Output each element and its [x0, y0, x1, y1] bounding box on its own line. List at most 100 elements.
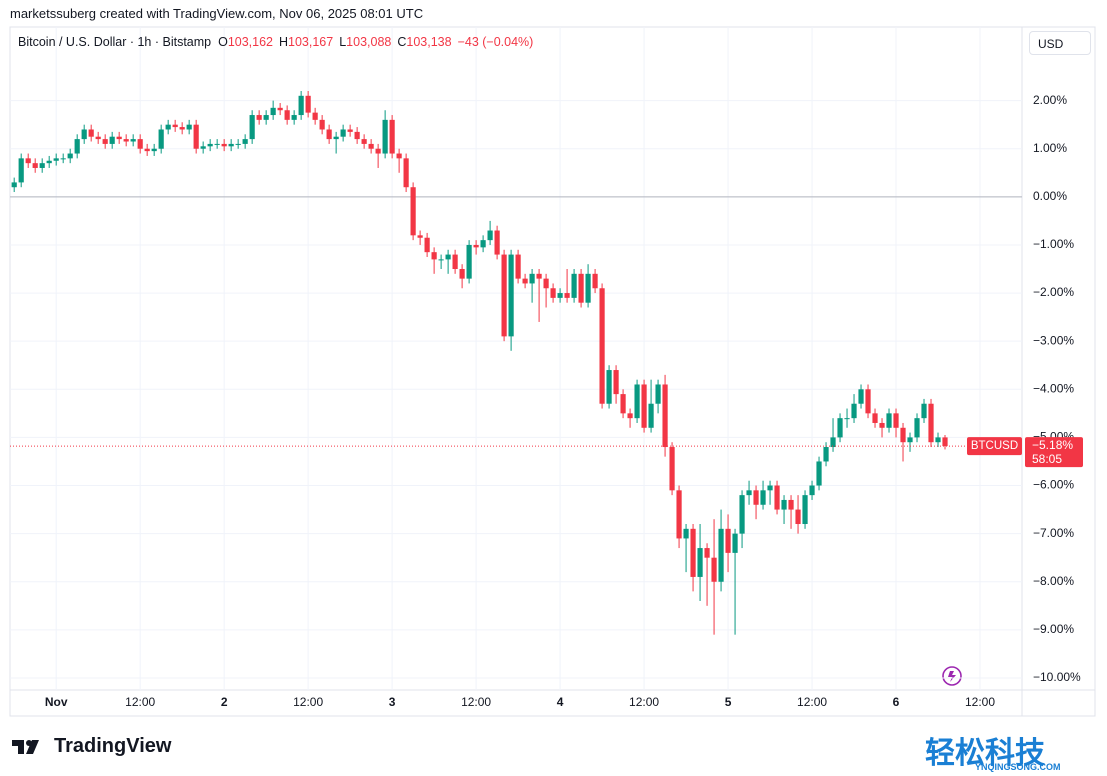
ohlc-key: H	[279, 35, 289, 49]
y-tick-label: −3.00%	[1033, 333, 1074, 347]
grid	[10, 27, 1022, 690]
watermark: 轻松科技	[925, 737, 1045, 770]
candle-body	[620, 394, 626, 414]
ohlc-value: 103,138	[406, 35, 452, 49]
x-tick-label: 12:00	[461, 695, 491, 709]
candle-body	[424, 237, 430, 253]
brand-name: TradingView	[54, 735, 172, 757]
candle-body	[809, 485, 815, 496]
brand-logo	[12, 739, 39, 754]
candle-body	[305, 95, 311, 113]
candle-body	[137, 139, 143, 149]
brand: TradingView	[12, 735, 171, 758]
candle-body	[592, 273, 598, 289]
candle-body	[781, 499, 787, 510]
symbol-tag	[967, 437, 1022, 456]
candle-body	[459, 269, 465, 279]
symbol-title: Bitcoin / U.S. Dollar · 1h · Bitstamp	[18, 35, 212, 49]
candle-body	[116, 136, 122, 140]
candle-body	[802, 495, 808, 525]
candle-body	[221, 143, 227, 147]
candle-body	[501, 254, 507, 337]
candle-body	[11, 182, 17, 188]
candle-body	[893, 413, 899, 428]
y-tick-label: −6.00%	[1033, 478, 1074, 492]
candle-body	[515, 254, 521, 279]
candle-body	[249, 115, 255, 140]
candle-body	[158, 129, 164, 149]
x-tick-label: 6	[893, 695, 900, 709]
change: −43 (−0.04%)	[457, 35, 534, 49]
candle-body	[172, 124, 178, 128]
candle-body	[67, 153, 73, 159]
candle-body	[235, 143, 241, 145]
candle-body	[431, 252, 437, 260]
candle-body	[200, 146, 206, 149]
ohlc-key: O	[218, 35, 228, 49]
candle-body	[676, 490, 682, 539]
candle-body	[179, 127, 185, 130]
candle-body	[417, 235, 423, 238]
credit: marketssuberg created with TradingView.c…	[10, 6, 424, 21]
x-tick-label: 12:00	[629, 695, 659, 709]
candle-body	[837, 418, 843, 438]
candle-body	[389, 119, 395, 154]
candle-body	[823, 447, 829, 462]
x-tick-label: 12:00	[965, 695, 995, 709]
candle-body	[326, 129, 332, 140]
candle-body	[655, 384, 661, 404]
candle-body	[207, 143, 213, 147]
x-tick-label: 4	[557, 695, 564, 709]
candle-body	[942, 437, 948, 447]
candle-body	[935, 437, 941, 443]
candle-body	[879, 422, 885, 428]
candle-body	[60, 158, 66, 160]
symbol-tag-label: BTCUSD	[971, 440, 1018, 452]
y-tick-label: −2.00%	[1033, 285, 1074, 299]
y-tick-label: −4.00%	[1033, 381, 1074, 395]
x-tick-label: 12:00	[293, 695, 323, 709]
candle-body	[291, 115, 297, 120]
ohlc-value: 103,162	[227, 35, 273, 49]
candle-body	[816, 461, 822, 486]
candle-body	[872, 413, 878, 423]
candle-body	[767, 485, 773, 491]
candle-body	[144, 148, 150, 152]
candle-body	[578, 273, 584, 303]
candle-body	[851, 403, 857, 419]
candle-body	[102, 139, 108, 144]
candle-body	[669, 447, 675, 491]
y-tick-label: 1.00%	[1033, 141, 1067, 155]
candle-body	[347, 129, 353, 132]
candle-body	[193, 124, 199, 149]
x-tick-label: 2	[221, 695, 228, 709]
candle-body	[634, 384, 640, 419]
candle-body	[613, 370, 619, 395]
price-tag	[1025, 437, 1083, 468]
candle-body	[921, 403, 927, 419]
candle-body	[123, 139, 129, 142]
candle-body	[354, 131, 360, 140]
candle-body	[795, 509, 801, 525]
candle-body	[333, 136, 339, 140]
currency-button[interactable]: USD	[1029, 31, 1091, 55]
candle-body	[522, 278, 528, 284]
icon	[942, 666, 962, 686]
candle-body	[32, 163, 38, 168]
candle-body	[109, 136, 115, 144]
candle-body	[242, 139, 248, 144]
candle-body	[487, 230, 493, 241]
candle-body	[711, 557, 717, 582]
candle-body	[788, 499, 794, 510]
ohlc-key: L	[339, 35, 347, 49]
candle-body	[732, 533, 738, 553]
candle-body	[914, 418, 920, 438]
candle-body	[473, 244, 479, 248]
ohlc-value: 103,167	[288, 35, 334, 49]
x-tick-label: 12:00	[125, 695, 155, 709]
x-tick-label: 12:00	[797, 695, 827, 709]
candle-body	[606, 370, 612, 404]
candle-body	[319, 119, 325, 130]
